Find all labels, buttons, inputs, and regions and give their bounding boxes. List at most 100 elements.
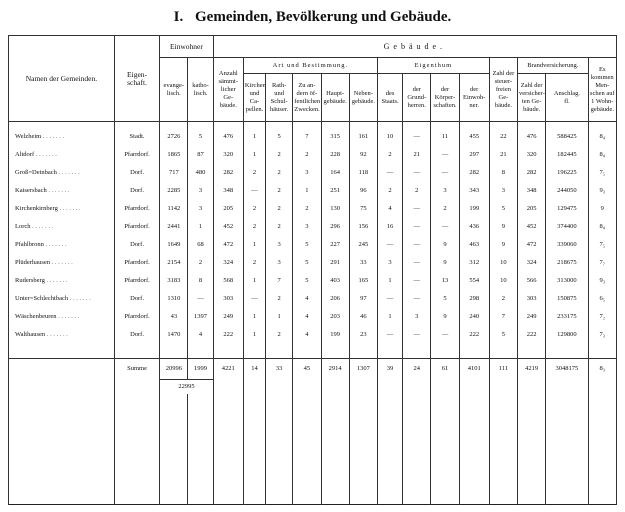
cell: 1 bbox=[292, 182, 322, 200]
cell: 1 bbox=[187, 218, 214, 236]
cell: 315 bbox=[320, 128, 350, 146]
name-cell: Welzheim bbox=[8, 128, 115, 146]
cell bbox=[376, 344, 404, 359]
header-cell: evange- lisch. bbox=[159, 57, 189, 122]
cell bbox=[159, 344, 189, 359]
table-row: WäschenbeurenPfarrdorf.43139724911420346… bbox=[8, 308, 618, 326]
cell: 222 bbox=[517, 326, 547, 344]
header-cell: Eigen- schaft. bbox=[113, 35, 161, 122]
cell: 33 bbox=[348, 254, 378, 272]
header-cell: Rath- und Schul- häuser. bbox=[265, 73, 294, 122]
name-cell: Rudersberg bbox=[8, 272, 115, 290]
cell: 7 bbox=[292, 128, 322, 146]
cell: 5 bbox=[292, 254, 322, 272]
cell bbox=[187, 394, 214, 505]
cell: 2 bbox=[265, 326, 294, 344]
table-body: WelzheimStadt.2726547615731516110—114552… bbox=[8, 121, 618, 505]
cell: 9 bbox=[430, 308, 460, 326]
cell bbox=[320, 344, 350, 359]
cell: 2 bbox=[187, 254, 214, 272]
cell bbox=[430, 344, 460, 359]
cell: — bbox=[430, 146, 460, 164]
cell: 4 bbox=[376, 200, 404, 218]
cell bbox=[458, 379, 490, 394]
cell: 245 bbox=[348, 236, 378, 254]
cell bbox=[8, 379, 115, 394]
cell: 1 bbox=[242, 326, 267, 344]
cell bbox=[488, 394, 519, 505]
cell: 1649 bbox=[159, 236, 189, 254]
name-cell: Plüderhausen bbox=[8, 254, 115, 272]
table-row: PfahlbronnDorf.164968472135227245——94639… bbox=[8, 236, 618, 254]
cell: 452 bbox=[212, 218, 244, 236]
table-row: AltdorfPfarrdorf.18658732012222892221—29… bbox=[8, 146, 618, 164]
cell: Stadt. bbox=[113, 128, 161, 146]
cell: 1142 bbox=[159, 200, 189, 218]
cell bbox=[187, 344, 214, 359]
cell: 156 bbox=[348, 218, 378, 236]
cell: 222 bbox=[212, 326, 244, 344]
cell bbox=[488, 379, 519, 394]
cell: 129800 bbox=[545, 326, 589, 344]
header-cell: Anzahl sämmt- licher Ge- bäude. bbox=[212, 57, 244, 122]
cell: 324 bbox=[517, 254, 547, 272]
cell bbox=[517, 394, 547, 505]
filler-row bbox=[8, 344, 618, 359]
header-cell: Zahl der steuer- freien Ge- bäude. bbox=[488, 57, 519, 122]
cell bbox=[348, 394, 378, 505]
cell: 182445 bbox=[545, 146, 589, 164]
cell: 2 bbox=[242, 200, 267, 218]
cell: 21 bbox=[488, 146, 519, 164]
cell: 348 bbox=[212, 182, 244, 200]
total-cell: 20996 bbox=[159, 358, 189, 380]
cell: 3 bbox=[292, 164, 322, 182]
cell: 1 bbox=[242, 236, 267, 254]
total-cell: 33 bbox=[265, 358, 294, 380]
cell: 199 bbox=[458, 200, 490, 218]
cell bbox=[113, 379, 161, 394]
total-cell: 45 bbox=[292, 358, 322, 380]
cell: 2 bbox=[292, 146, 322, 164]
table-row: Groß=DeinbachDorf.717480282223164118———2… bbox=[8, 164, 618, 182]
cell: — bbox=[376, 164, 404, 182]
cell: 312 bbox=[458, 254, 490, 272]
cell: 480 bbox=[187, 164, 214, 182]
cell: 165 bbox=[348, 272, 378, 290]
cell bbox=[402, 379, 432, 394]
cell bbox=[402, 394, 432, 505]
cell: — bbox=[242, 290, 267, 308]
cell: 6₅ bbox=[587, 290, 618, 308]
spacer-row bbox=[8, 121, 618, 128]
cell: 23 bbox=[348, 326, 378, 344]
cell: 2 bbox=[242, 254, 267, 272]
cell: 9 bbox=[488, 236, 519, 254]
header-cell: Zahl der versicher- ten Ge- bäude. bbox=[517, 73, 547, 122]
cell: 118 bbox=[348, 164, 378, 182]
header-cell: Es kommen Men- schen auf 1 Wohn- gebäude… bbox=[587, 57, 618, 122]
cell: 9 bbox=[430, 236, 460, 254]
cell: 463 bbox=[458, 236, 490, 254]
cell: 303 bbox=[212, 290, 244, 308]
cell: 403 bbox=[320, 272, 350, 290]
cell: Dorf. bbox=[113, 164, 161, 182]
cell: Dorf. bbox=[113, 326, 161, 344]
name-cell: Kirchenkirnberg bbox=[8, 200, 115, 218]
cell: 2 bbox=[265, 182, 294, 200]
table-row: LorchPfarrdorf.2441145222329615616——4369… bbox=[8, 218, 618, 236]
cell: — bbox=[376, 290, 404, 308]
cell bbox=[587, 394, 618, 505]
cell bbox=[376, 394, 404, 505]
cell bbox=[242, 394, 267, 505]
total-label: Summe bbox=[113, 358, 161, 380]
cell: 348 bbox=[517, 182, 547, 200]
cell: 476 bbox=[212, 128, 244, 146]
cell bbox=[159, 394, 189, 505]
cell: — bbox=[376, 326, 404, 344]
cell: 11 bbox=[430, 128, 460, 146]
cell: 9 bbox=[430, 254, 460, 272]
cell: 233175 bbox=[545, 308, 589, 326]
title-bar: I. Gemeinden, Bevölkerung und Gebäude. bbox=[0, 0, 625, 34]
cell: 1470 bbox=[159, 326, 189, 344]
cell: 199 bbox=[320, 326, 350, 344]
cell: 2726 bbox=[159, 128, 189, 146]
